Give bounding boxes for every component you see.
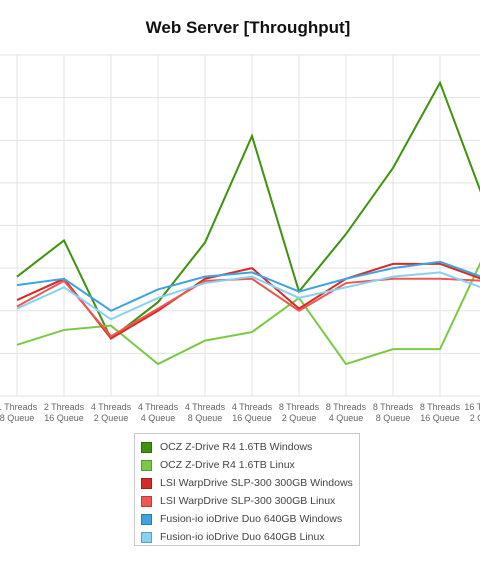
x-tick-label: 2 Threads 16 Queue [44,402,85,423]
legend-item: OCZ Z-Drive R4 1.6TB Windows [141,438,359,456]
gridlines [0,54,480,397]
legend-label: OCZ Z-Drive R4 1.6TB Windows [160,441,313,453]
x-tick-label: 4 Threads 4 Queue [138,402,179,423]
legend-item: OCZ Z-Drive R4 1.6TB Linux [141,456,359,474]
x-tick-label: 4 Threads 8 Queue [185,402,226,423]
series-line-3 [16,277,480,338]
x-tick-label: 8 Threads 4 Queue [326,402,367,423]
legend-item: Fusion-io ioDrive Duo 640GB Windows [141,510,359,528]
x-tick-label: 8 Threads 8 Queue [373,402,414,423]
x-tick-label: 1 Threads 8 Queue [0,402,38,423]
plot-area: 1 Threads 8 Queue 2 Threads 16 Queue 4 Threa… [0,54,480,423]
x-tick-label: 8 Threads 2 Queue [279,402,320,423]
legend: OCZ Z-Drive R4 1.6TB Windows OCZ Z-Drive … [134,433,360,546]
series-lines [16,80,480,366]
legend-item: Fusion-io ioDrive Duo 640GB Linux [141,528,359,546]
chart-title: Web Server [Throughput] [145,18,351,37]
series-line-5 [16,271,480,321]
legend-label: Fusion-io ioDrive Duo 640GB Linux [160,531,325,543]
series-line-0 [16,80,480,341]
x-tick-labels: 1 Threads 8 Queue 2 Threads 16 Queue 4 Threa… [0,402,480,423]
x-tick-label: 4 Threads 16 Queue [232,402,273,423]
legend-label: Fusion-io ioDrive Duo 640GB Windows [160,513,343,525]
series-line-4 [16,260,480,312]
legend-swatch [141,495,152,507]
legend-label: LSI WarpDrive SLP-300 300GB Linux [160,495,336,507]
legend-label: LSI WarpDrive SLP-300 300GB Windows [160,477,353,489]
legend-label: OCZ Z-Drive R4 1.6TB Linux [160,459,295,471]
legend-swatch [141,477,152,489]
x-tick-label: 4 Threads 2 Queue [91,402,132,423]
legend-item: LSI WarpDrive SLP-300 300GB Windows [141,474,359,492]
series-line-1 [16,261,480,366]
legend-swatch [141,531,152,543]
legend-swatch [141,459,152,471]
legend-item: LSI WarpDrive SLP-300 300GB Linux [141,492,359,510]
x-tick-label: 8 Threads 16 Queue [420,402,461,423]
legend-swatch [141,441,152,453]
legend-swatch [141,513,152,525]
